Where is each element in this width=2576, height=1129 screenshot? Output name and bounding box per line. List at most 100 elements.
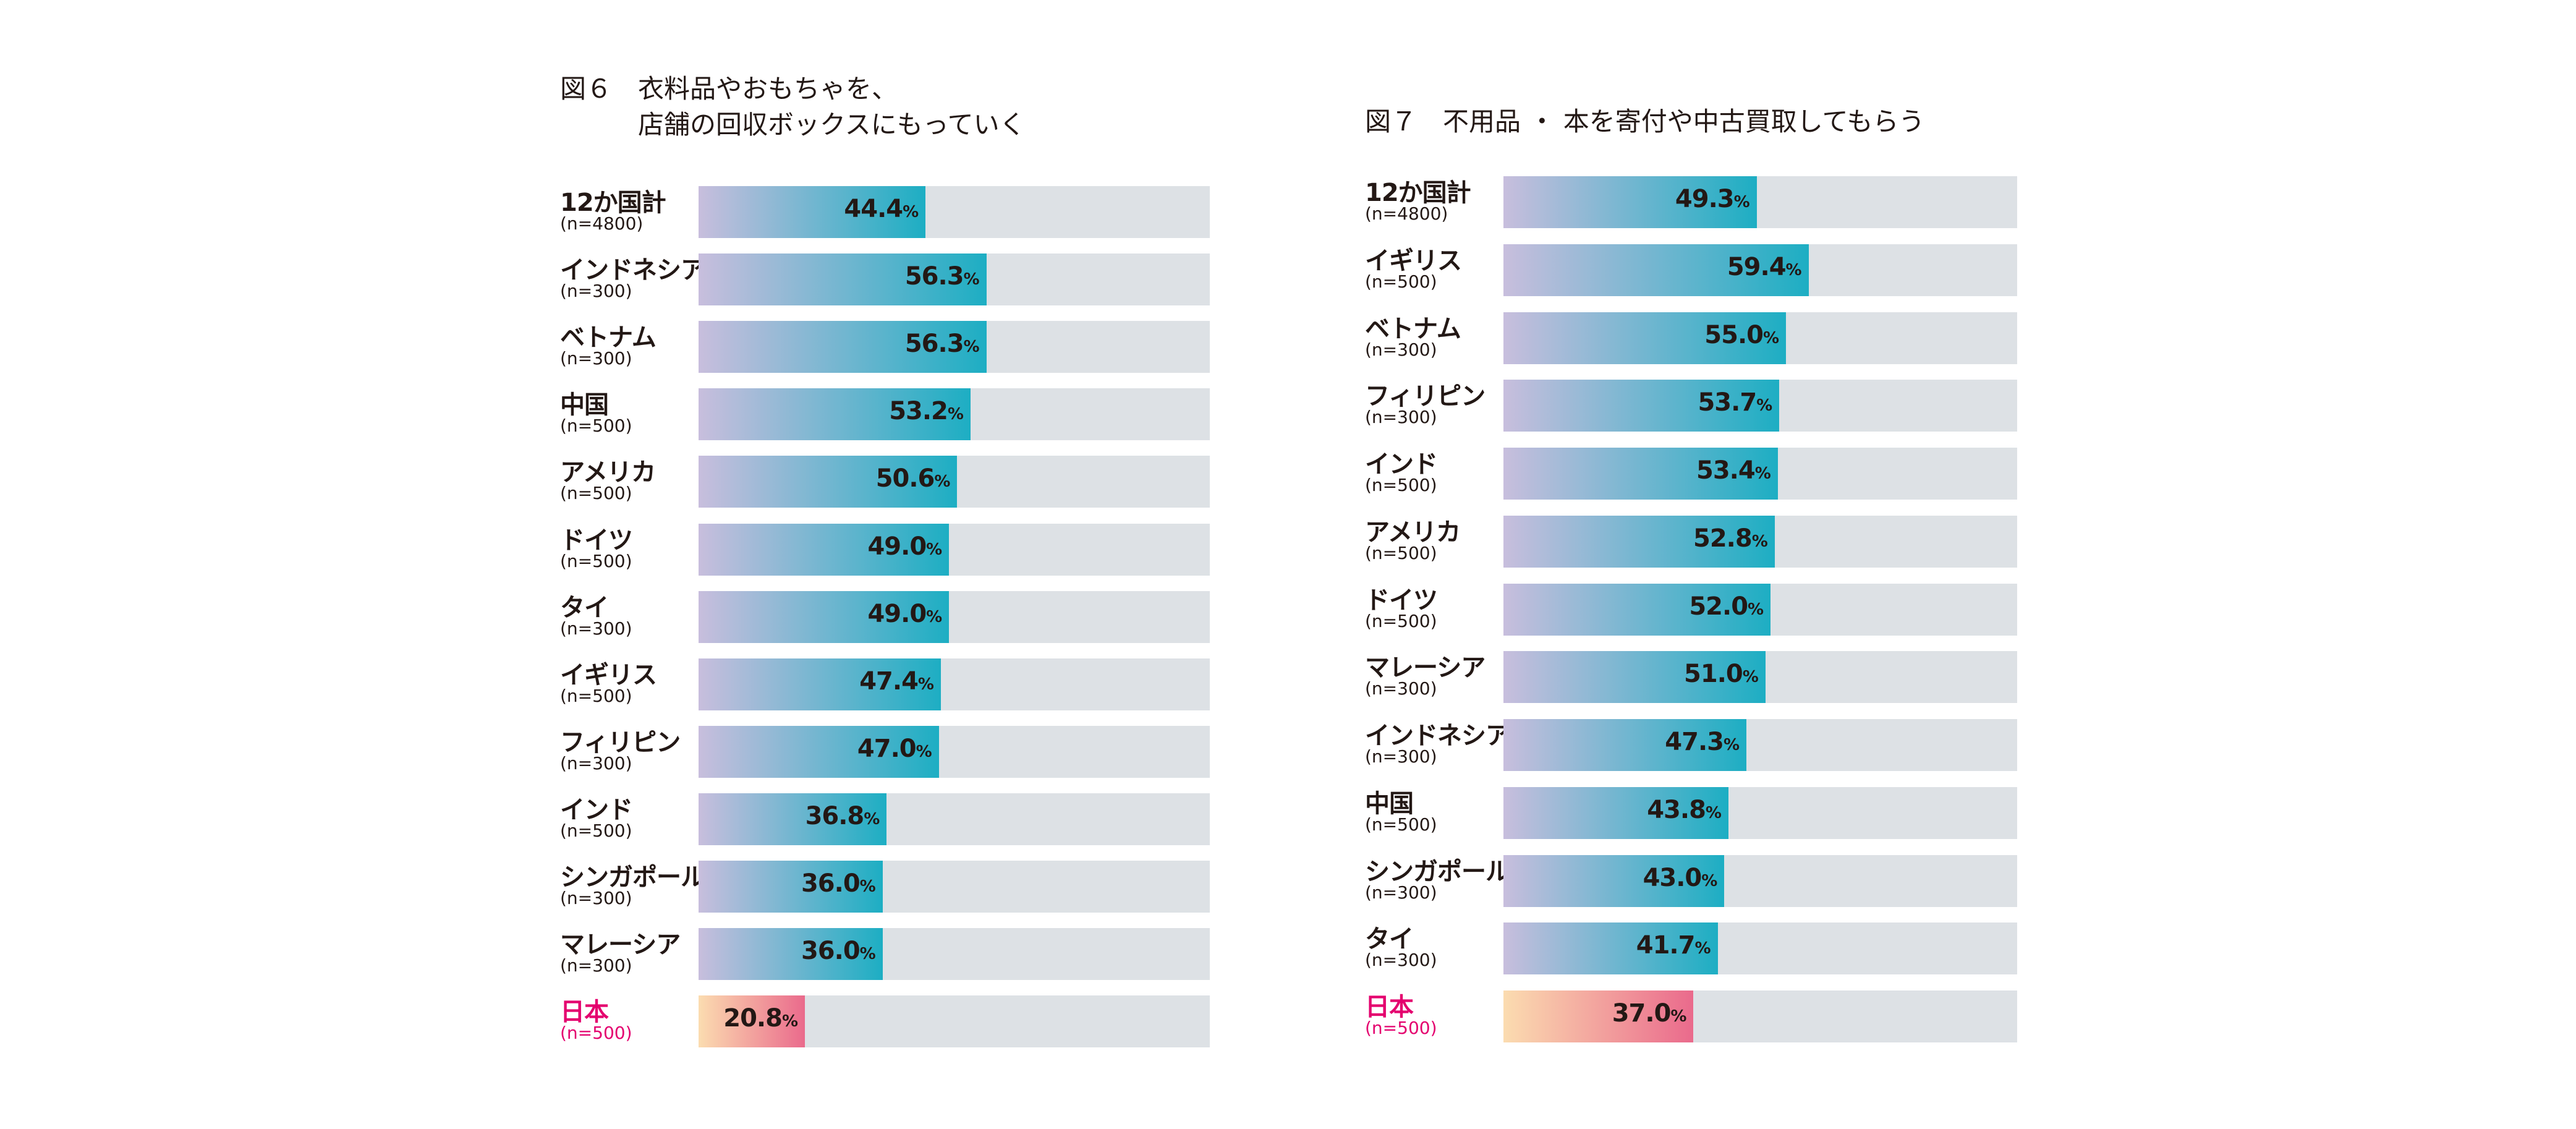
bar: 44.4%	[699, 186, 926, 238]
value-number: 59.4	[1727, 252, 1787, 281]
value-unit: %	[859, 945, 876, 964]
category-label: アメリカ	[560, 458, 656, 487]
value-unit: %	[1670, 1007, 1686, 1026]
category-label: 日本	[1365, 993, 1414, 1021]
value-unit: %	[1756, 396, 1772, 415]
bar: 56.3%	[699, 253, 987, 306]
value-number: 52.8	[1693, 524, 1753, 553]
value-unit: %	[917, 675, 934, 694]
bar-row: アメリカ (n=500) 50.6%	[560, 456, 1215, 508]
value-number: 43.8	[1647, 795, 1706, 824]
bar-track: 43.0%	[1503, 854, 2017, 907]
value-label: 49.0%	[867, 532, 942, 561]
bar-track: 53.4%	[1503, 448, 2017, 500]
bar: 36.8%	[699, 793, 887, 845]
bar-row: アメリカ (n=500) 52.8%	[1365, 515, 2020, 568]
category-label: マレーシア	[1365, 654, 1486, 683]
bar-row: マレーシア (n=300) 51.0%	[1365, 651, 2020, 704]
bar-track: 43.8%	[1503, 786, 2017, 839]
bar: 59.4%	[1503, 244, 1809, 296]
bar-track: 55.0%	[1503, 312, 2017, 364]
value-label: 51.0%	[1684, 660, 1759, 689]
value-label: 43.8%	[1647, 795, 1722, 824]
bar: 56.3%	[699, 321, 987, 373]
value-label: 36.8%	[806, 802, 880, 830]
category-label: 中国	[560, 391, 609, 420]
value-unit: %	[926, 540, 942, 559]
category-label: マレーシア	[560, 931, 681, 960]
value-number: 36.8	[805, 801, 865, 830]
value-unit: %	[1733, 193, 1750, 211]
value-unit: %	[864, 809, 880, 829]
value-unit: %	[1724, 736, 1740, 754]
bar-row: フィリピン (n=300) 53.7%	[1365, 380, 2020, 432]
bar-track: 51.0%	[1503, 651, 2017, 704]
category-label: ドイツ	[1365, 586, 1438, 615]
value-unit: %	[1785, 260, 1802, 279]
bar-row: シンガポール (n=300) 43.0%	[1365, 854, 2020, 907]
value-label: 59.4%	[1727, 252, 1802, 281]
sample-size-label: (n=500)	[1365, 542, 1437, 563]
sample-size-label: (n=300)	[1365, 950, 1437, 971]
bar: 20.8%	[699, 995, 806, 1048]
value-unit: %	[926, 607, 942, 626]
value-number: 56.3	[904, 330, 964, 359]
bar-row: 12か国計 (n=4800) 44.4%	[560, 186, 1215, 238]
bar-track: 56.3%	[699, 253, 1210, 306]
bar: 55.0%	[1503, 312, 1787, 364]
value-unit: %	[934, 472, 950, 492]
sample-size-label: (n=300)	[560, 955, 632, 976]
value-number: 20.8	[723, 1004, 783, 1033]
sample-size-label: (n=500)	[560, 415, 632, 437]
value-unit: %	[1694, 939, 1711, 958]
bar-row: ベトナム (n=300) 55.0%	[1365, 312, 2020, 364]
bar: 43.8%	[1503, 786, 1728, 839]
bar-track: 20.8%	[699, 995, 1210, 1048]
bar: 47.0%	[699, 725, 939, 778]
sample-size-label: (n=500)	[1365, 814, 1437, 835]
value-unit: %	[781, 1012, 798, 1031]
category-label: タイ	[560, 593, 609, 622]
sample-size-label: (n=300)	[1365, 407, 1437, 428]
bar: 43.0%	[1503, 854, 1725, 907]
sample-size-label: (n=300)	[560, 281, 632, 302]
bar-track: 49.3%	[1503, 176, 2017, 228]
bar-track: 36.0%	[699, 861, 1210, 913]
sample-size-label: (n=300)	[1365, 678, 1437, 699]
bar: 36.0%	[699, 861, 883, 913]
value-label: 52.8%	[1693, 524, 1768, 553]
sample-size-label: (n=500)	[560, 550, 632, 571]
category-label: シンガポール	[1365, 857, 1510, 886]
category-label: ドイツ	[560, 526, 633, 555]
value-label: 47.0%	[857, 735, 932, 763]
value-unit: %	[1701, 871, 1717, 890]
bar-track: 52.8%	[1503, 515, 2017, 568]
bar-track: 37.0%	[1503, 991, 2017, 1042]
bar-row: ベトナム (n=300) 56.3%	[560, 321, 1215, 373]
value-number: 49.0	[867, 599, 927, 628]
bar-row: 日本 (n=500) 37.0%	[1365, 991, 2020, 1042]
value-label: 55.0%	[1704, 321, 1779, 349]
value-label: 41.7%	[1636, 931, 1711, 960]
bar-row: インド (n=500) 53.4%	[1365, 448, 2020, 500]
bar-track: 56.3%	[699, 321, 1210, 373]
value-label: 47.4%	[859, 667, 934, 696]
value-label: 44.4%	[844, 195, 919, 223]
value-number: 44.4	[844, 195, 903, 223]
sample-size-label: (n=500)	[1365, 271, 1437, 292]
category-label: フィリピン	[560, 728, 681, 757]
sample-size-label: (n=300)	[1365, 339, 1437, 360]
bar-track: 36.8%	[699, 793, 1210, 845]
category-label: アメリカ	[1365, 518, 1461, 547]
bar: 41.7%	[1503, 922, 1718, 975]
value-number: 43.0	[1643, 863, 1702, 892]
value-unit: %	[963, 338, 980, 357]
bar: 47.4%	[699, 658, 941, 710]
category-label: イギリス	[1365, 246, 1462, 275]
bar: 36.0%	[699, 928, 883, 981]
sample-size-label: (n=300)	[560, 618, 632, 639]
value-label: 36.0%	[801, 869, 876, 898]
bar-row: シンガポール (n=300) 36.0%	[560, 861, 1215, 913]
bar: 49.0%	[699, 523, 950, 576]
value-number: 51.0	[1684, 660, 1743, 689]
